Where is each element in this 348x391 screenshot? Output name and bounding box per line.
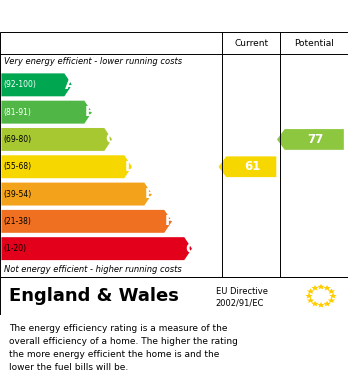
Polygon shape — [323, 285, 331, 291]
Text: (21-38): (21-38) — [3, 217, 31, 226]
Text: (1-20): (1-20) — [3, 244, 26, 253]
Text: D: D — [125, 160, 136, 174]
Polygon shape — [277, 129, 344, 150]
Polygon shape — [305, 293, 313, 298]
Text: EU Directive: EU Directive — [216, 287, 268, 296]
Polygon shape — [323, 301, 331, 307]
Text: (39-54): (39-54) — [3, 190, 32, 199]
Polygon shape — [311, 285, 319, 291]
Polygon shape — [311, 301, 319, 307]
Polygon shape — [329, 293, 337, 298]
Text: F: F — [165, 214, 174, 228]
Polygon shape — [1, 183, 152, 206]
Text: E: E — [145, 187, 155, 201]
Text: (81-91): (81-91) — [3, 108, 31, 117]
Text: 77: 77 — [307, 133, 324, 146]
Polygon shape — [1, 74, 72, 96]
Text: B: B — [85, 105, 96, 119]
Polygon shape — [1, 128, 112, 151]
Text: (69-80): (69-80) — [3, 135, 32, 144]
Polygon shape — [327, 289, 335, 294]
Text: A: A — [65, 78, 76, 92]
Polygon shape — [1, 101, 92, 124]
Text: The energy efficiency rating is a measure of the
overall efficiency of a home. T: The energy efficiency rating is a measur… — [9, 324, 238, 372]
Text: England & Wales: England & Wales — [9, 287, 179, 305]
Polygon shape — [317, 302, 325, 308]
Text: Energy Efficiency Rating: Energy Efficiency Rating — [10, 9, 220, 23]
Text: (55-68): (55-68) — [3, 162, 32, 171]
Polygon shape — [1, 155, 132, 178]
Polygon shape — [1, 210, 172, 233]
Text: 61: 61 — [244, 160, 261, 173]
Text: Not energy efficient - higher running costs: Not energy efficient - higher running co… — [4, 265, 182, 274]
Text: Very energy efficient - lower running costs: Very energy efficient - lower running co… — [4, 57, 182, 66]
Polygon shape — [1, 237, 192, 260]
Polygon shape — [307, 298, 315, 303]
Polygon shape — [219, 156, 276, 177]
Text: G: G — [185, 242, 196, 256]
Polygon shape — [307, 289, 315, 294]
Text: 2002/91/EC: 2002/91/EC — [216, 298, 264, 307]
Text: Potential: Potential — [294, 39, 334, 48]
Text: (92-100): (92-100) — [3, 80, 36, 90]
Text: Current: Current — [234, 39, 268, 48]
Text: C: C — [105, 133, 115, 147]
Polygon shape — [317, 284, 325, 289]
Polygon shape — [327, 298, 335, 303]
